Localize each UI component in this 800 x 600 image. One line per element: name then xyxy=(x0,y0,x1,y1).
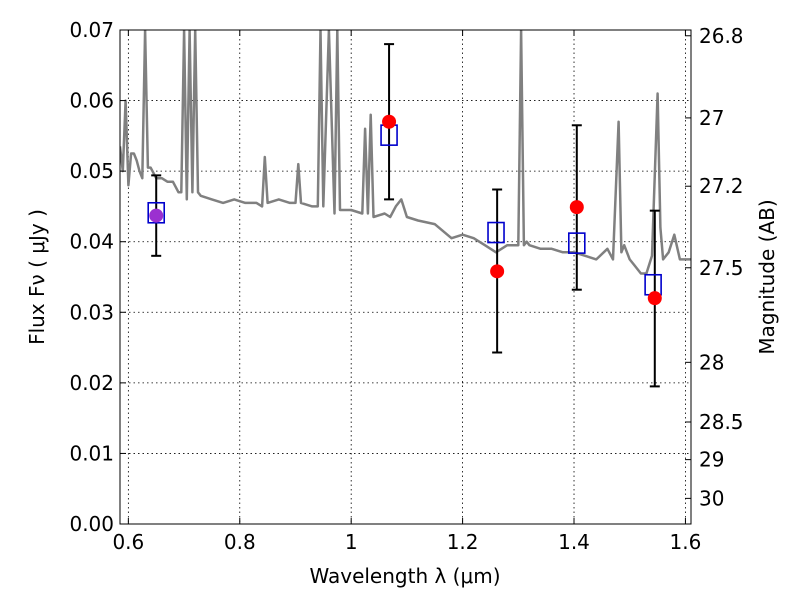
y2-axis-label: Magnitude (AB) xyxy=(755,199,779,354)
y2-tick-label: 30 xyxy=(699,486,724,510)
y-tick-label: 0.04 xyxy=(69,230,114,254)
y2-tick-label: 27.2 xyxy=(699,174,744,198)
plot-area xyxy=(120,30,691,275)
x-tick-label: 1.2 xyxy=(447,530,479,554)
x-tick-label: 1 xyxy=(345,530,358,554)
plot-frame xyxy=(119,29,692,525)
x-tick-label: 0.6 xyxy=(112,530,144,554)
y-tick-label: 0.01 xyxy=(69,441,114,465)
spectrum-line xyxy=(120,30,691,275)
x-axis-label: Wavelength λ (μm) xyxy=(309,564,500,588)
model-square-point xyxy=(567,232,586,254)
data-marks xyxy=(147,43,662,388)
observed-data-point xyxy=(569,200,584,215)
y2-tick-label: 27 xyxy=(699,106,724,130)
y-tick-label: 0.02 xyxy=(69,371,114,395)
x-tick-label: 0.8 xyxy=(224,530,256,554)
y2-tick-label: 28.5 xyxy=(699,410,744,434)
observed-data-point xyxy=(647,291,662,306)
y-tick-label: 0.05 xyxy=(69,159,114,183)
observed-data-point xyxy=(382,114,397,129)
y2-tick-label: 29 xyxy=(699,448,724,472)
y2-tick-label: 26.8 xyxy=(699,24,744,48)
y2-tick-label: 28 xyxy=(699,350,724,374)
observed-data-point xyxy=(149,208,164,223)
model-square-point xyxy=(487,221,505,244)
y-tick-label: 0.06 xyxy=(69,89,114,113)
axis-ticks: 0.6 0.8 1 1.2 1.4 1.6 0.00 0.01 0.02 0.03 0.04 0.05… xyxy=(69,18,743,554)
y2-tick-label: 27.5 xyxy=(699,256,744,280)
y-tick-label: 0.07 xyxy=(69,18,114,42)
grid-lines xyxy=(120,30,691,524)
model-square-point xyxy=(147,201,166,224)
x-tick-label: 1.4 xyxy=(558,530,590,554)
y-axis-label: Flux Fν ( μJy ) xyxy=(25,209,49,345)
observed-data-point xyxy=(490,264,505,279)
x-tick-label: 1.6 xyxy=(670,530,702,554)
y-tick-label: 0.03 xyxy=(69,300,114,324)
y-tick-label: 0.00 xyxy=(69,512,114,536)
